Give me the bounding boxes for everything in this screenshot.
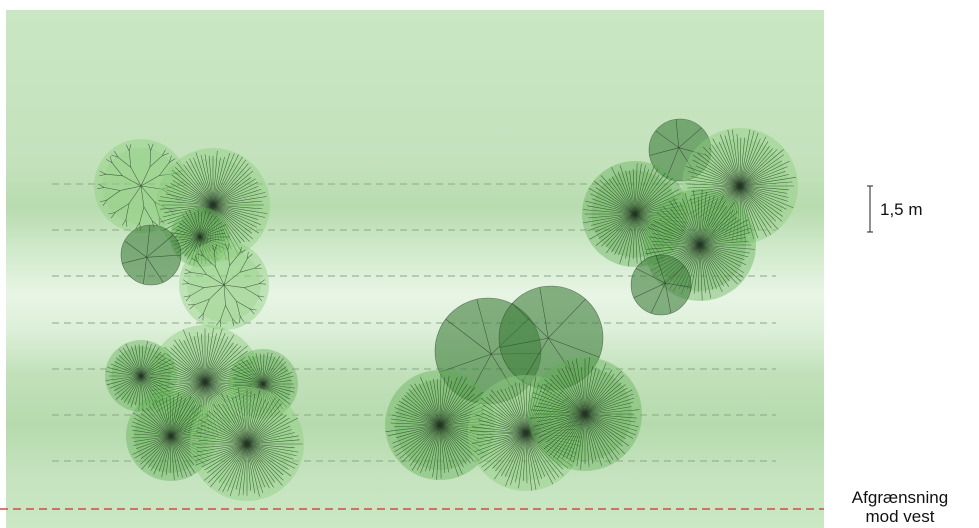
plants-layer — [94, 118, 798, 501]
scale-label: 1,5 m — [880, 200, 923, 219]
bush-15 — [528, 357, 642, 471]
branch-pattern — [105, 341, 175, 412]
bush-9 — [126, 391, 216, 481]
branch-pattern — [97, 143, 185, 230]
branch-pattern — [469, 376, 583, 491]
bush-2 — [156, 148, 270, 262]
branch-pattern — [385, 374, 494, 480]
branch-pattern — [529, 357, 640, 470]
branch-pattern — [192, 388, 303, 497]
branch-pattern — [649, 119, 711, 179]
bush-20 — [630, 254, 692, 316]
branch-pattern — [633, 255, 691, 314]
branch-pattern — [582, 163, 687, 267]
boundary-label-line1: Afgrænsning — [851, 488, 949, 507]
bush-8 — [228, 349, 298, 419]
bush-5 — [179, 240, 269, 330]
bush-18 — [582, 161, 688, 267]
branch-pattern — [158, 150, 268, 261]
bush-4 — [120, 224, 182, 286]
bush-1 — [94, 139, 188, 233]
boundary-label: Afgrænsning mod vest — [820, 488, 979, 526]
bush-6 — [148, 325, 262, 439]
bush-17 — [682, 128, 798, 244]
branch-pattern — [122, 224, 182, 285]
bush-13 — [385, 370, 495, 480]
bush-10 — [190, 387, 304, 501]
branch-pattern — [131, 393, 213, 481]
boundary-label-line2: mod vest — [865, 507, 935, 526]
branch-pattern — [181, 243, 267, 327]
canopy-outer — [121, 225, 181, 285]
branch-pattern — [499, 287, 600, 383]
bush-3 — [170, 207, 230, 267]
bush-7 — [105, 340, 177, 412]
bush-16 — [648, 118, 712, 182]
branch-pattern — [170, 209, 230, 266]
branch-pattern — [231, 352, 295, 418]
branch-pattern — [685, 129, 796, 243]
scale-bar — [867, 185, 873, 233]
